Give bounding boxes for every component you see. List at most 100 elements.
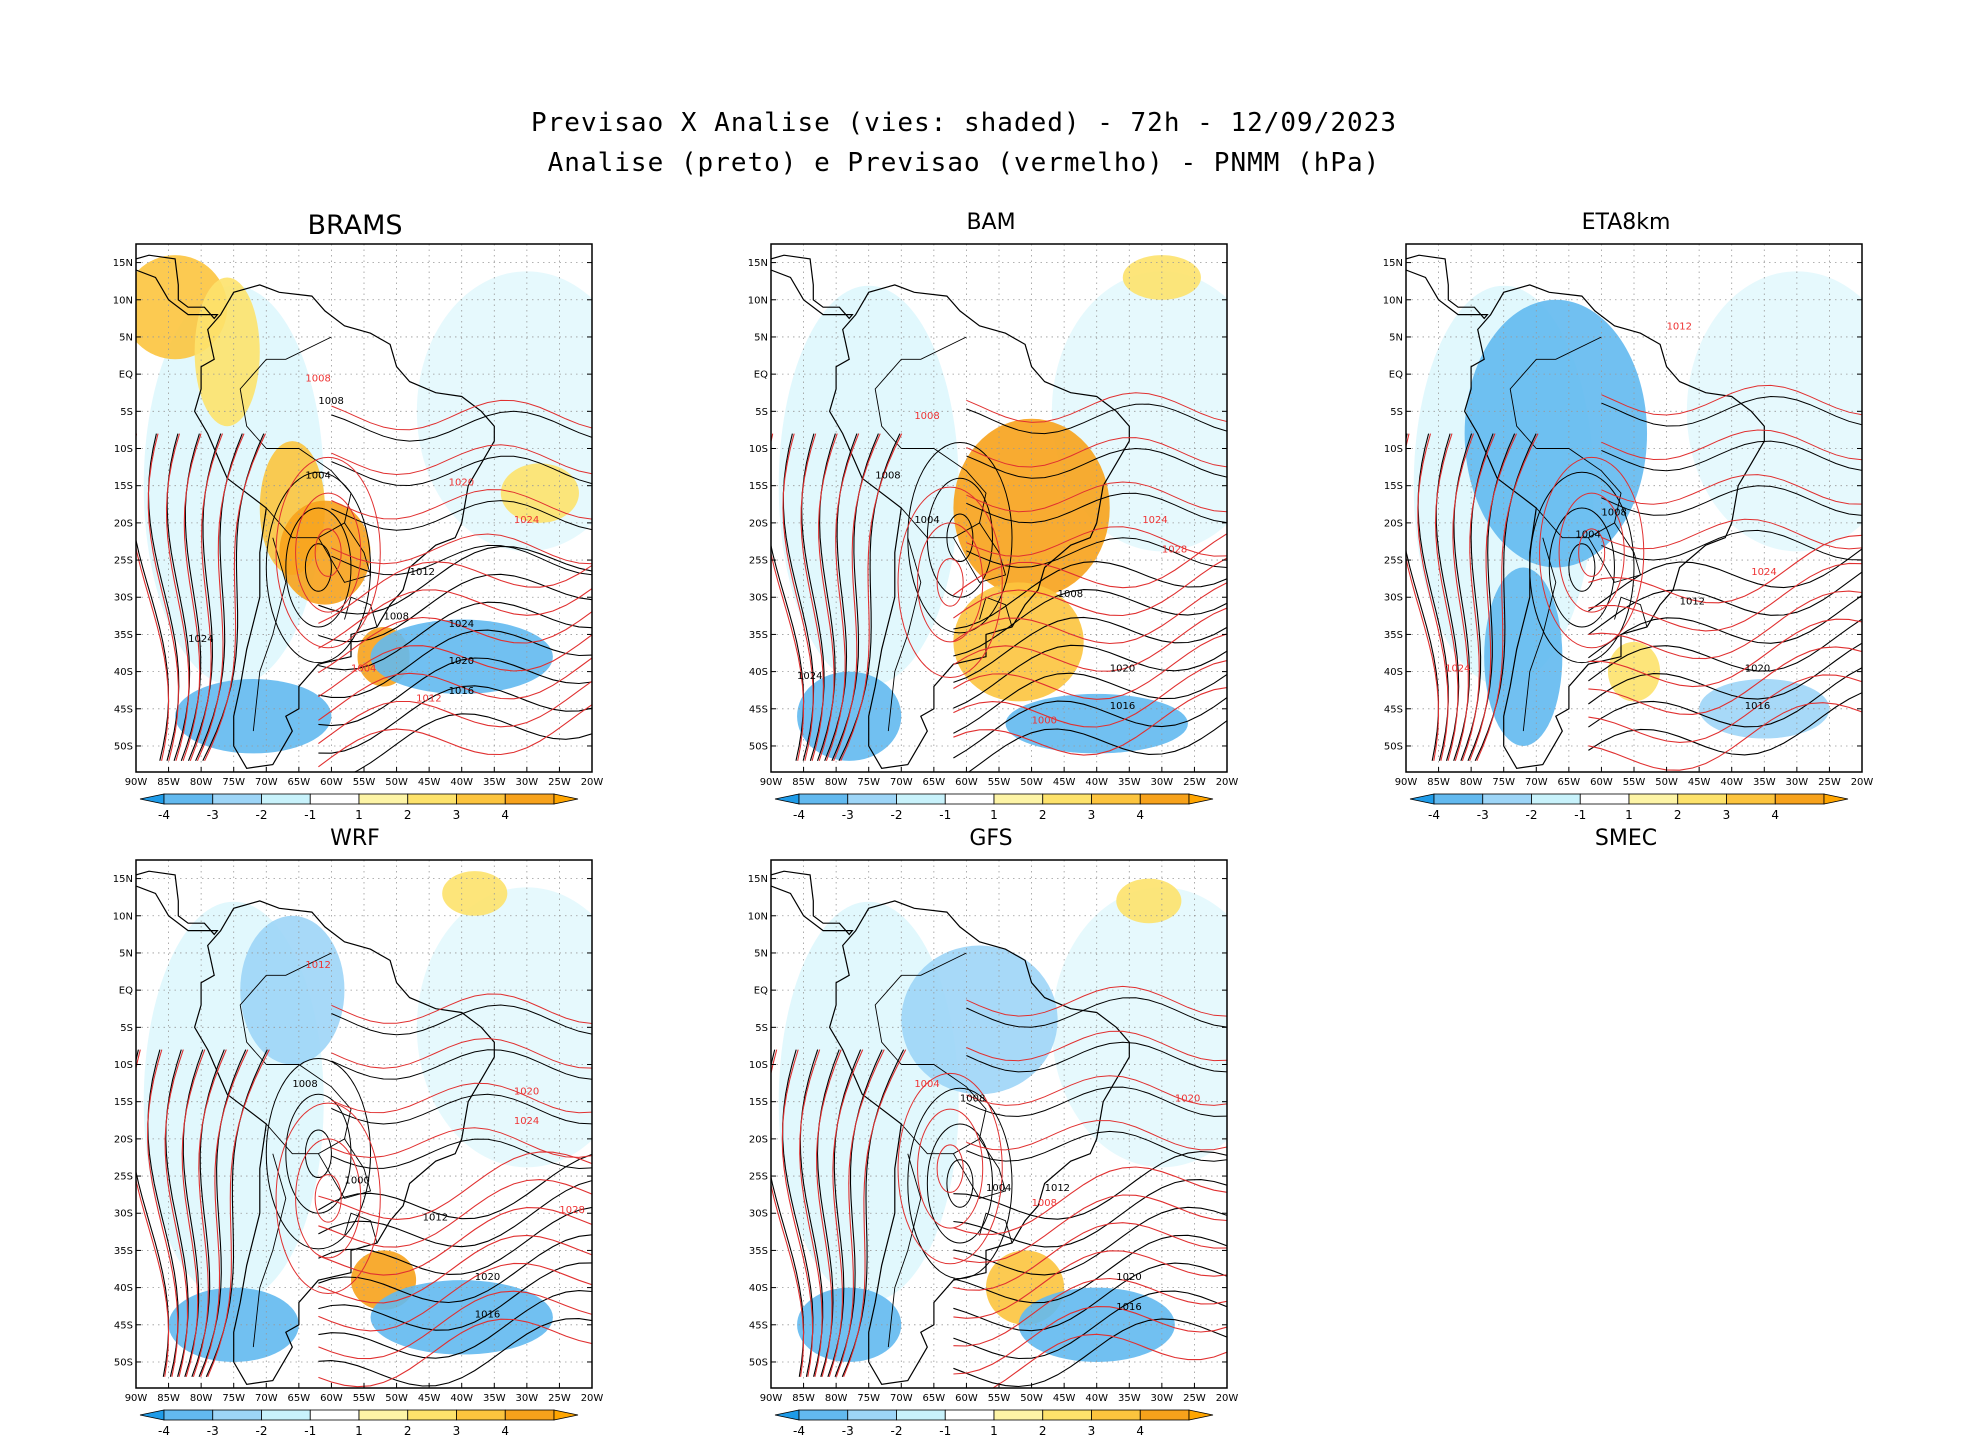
colorbar-arrow-high	[553, 793, 579, 805]
lon-tick-label: 30W	[516, 777, 539, 788]
colorbar-swatch	[261, 793, 311, 805]
isobar-line	[1588, 618, 1862, 682]
colorbar-swatch	[1139, 793, 1190, 805]
colorbar-label: -4	[1428, 808, 1440, 822]
colorbar-label: -2	[256, 808, 268, 822]
lat-tick-label: 5N	[754, 948, 768, 959]
isobar-line	[953, 582, 1227, 645]
lon-tick-label: 35W	[1753, 777, 1776, 788]
colorbar-label: 2	[1039, 808, 1047, 822]
isobar-label-analysis: 1004	[986, 1183, 1011, 1194]
bias-shade	[1464, 299, 1648, 568]
colorbar-label: -2	[256, 1424, 268, 1436]
isobar-label-analysis: 1020	[1110, 664, 1135, 675]
colorbar-swatch	[944, 1409, 995, 1421]
lon-tick-label: 90W	[760, 1393, 783, 1404]
lat-tick-label: 20S	[114, 518, 133, 529]
colorbar-label: 4	[501, 1424, 509, 1436]
isobar-line	[1469, 433, 1518, 761]
isobar-line	[953, 1290, 1227, 1360]
colorbar-label: -1	[939, 808, 951, 822]
isobar-line	[196, 433, 245, 762]
isobar-closed	[1558, 492, 1625, 613]
colorbar-swatch	[309, 1409, 360, 1421]
colorbar-swatch	[847, 793, 897, 805]
colorbar-arrow-high	[1823, 793, 1849, 805]
lon-tick-label: 40W	[1085, 1393, 1108, 1404]
lon-tick-label: 55W	[988, 1393, 1011, 1404]
colorbar-swatch	[1726, 793, 1776, 805]
lat-tick-label: 15S	[114, 1097, 133, 1108]
isobar-line	[147, 433, 179, 761]
colorbar-swatch	[407, 1409, 457, 1421]
isobar-closed	[295, 1138, 362, 1259]
colorbar-swatch	[1531, 793, 1581, 805]
isobar-label-forecast: 1012	[1667, 322, 1692, 333]
isobar-label-forecast: 1024	[514, 515, 539, 526]
lon-tick-label: 75W	[1492, 777, 1515, 788]
isobar-closed	[897, 486, 1003, 679]
lat-tick-label: 5S	[1390, 407, 1403, 418]
panel-title-wrf: WRF	[330, 826, 380, 851]
isobar-line	[192, 1049, 227, 1377]
isobar-line	[318, 1207, 592, 1276]
panel-title-eta8km: ETA8km	[1581, 210, 1671, 235]
colorbar-label: 2	[1674, 808, 1682, 822]
isobar-line	[318, 1318, 592, 1387]
isobar-label-forecast: 1012	[416, 693, 441, 704]
colorbar-label: -4	[793, 808, 805, 822]
isobar-line	[331, 500, 592, 531]
isobar-line	[953, 672, 1227, 734]
map-content: 1008 1004 1012 1020 1016 1004 1020 1008	[771, 860, 1227, 1388]
lon-tick-label: 50W	[1655, 777, 1678, 788]
lat-tick-label: EQ	[119, 986, 133, 997]
isobar-label-forecast: 1024	[1751, 567, 1776, 578]
colorbar-swatch	[896, 793, 946, 805]
isobar-label-analysis: 1008	[960, 1094, 985, 1105]
lon-tick-label: 55W	[1623, 777, 1646, 788]
isobar-line	[966, 403, 1227, 435]
isobar-line	[331, 399, 592, 431]
lon-tick-label: 60W	[955, 1393, 978, 1404]
lon-tick-label: 70W	[1525, 777, 1548, 788]
map-content: 1008 1004 1008 1020 1016 1024 1008 1024 1028 1000	[771, 244, 1227, 772]
lat-tick-label: 15S	[749, 1097, 768, 1108]
lon-tick-label: 25W	[548, 1393, 571, 1404]
colorbar-label: 2	[404, 808, 412, 822]
isobar-label-forecast: 1024	[514, 1116, 539, 1127]
colorbar-label: 3	[1088, 808, 1096, 822]
lat-tick-label: 5S	[755, 1023, 768, 1034]
isobar-line	[800, 433, 824, 761]
colorbar-swatch	[1482, 793, 1532, 805]
lon-tick-label: 20W	[581, 1393, 604, 1404]
coastline	[771, 870, 854, 936]
isobar-label-analysis: 1004	[914, 515, 939, 526]
colorbar-label: -1	[1574, 808, 1586, 822]
lat-tick-label: 25S	[749, 1172, 768, 1183]
colorbar-label: 2	[404, 1424, 412, 1436]
lon-tick-label: 45W	[1053, 777, 1076, 788]
isobar-label-forecast: 1008	[1032, 1198, 1057, 1209]
isobar-label-analysis: 1008	[1058, 589, 1083, 600]
lon-tick-label: 30W	[1151, 777, 1174, 788]
lat-tick-label: 10S	[114, 1060, 133, 1071]
isobar-line	[331, 489, 592, 520]
isobar-line	[207, 1049, 270, 1378]
colorbar-arrow-low	[139, 1409, 165, 1421]
lat-tick-label: 50S	[749, 741, 768, 752]
lat-tick-label: 40S	[749, 1283, 768, 1294]
isobar-line	[318, 601, 592, 671]
isobar-label-forecast: 1020	[1175, 1094, 1200, 1105]
lat-tick-label: 50S	[1384, 741, 1403, 752]
country-border	[874, 336, 967, 449]
lat-tick-label: 50S	[114, 741, 133, 752]
isobar-line	[331, 1049, 592, 1080]
lon-tick-label: 25W	[1818, 777, 1841, 788]
lat-tick-label: 35S	[749, 630, 768, 641]
isobar-label-analysis: 1008	[1601, 507, 1626, 518]
map-panel-eta8km: 1008 1004 1012 1020 1016 1012 1024 1024 15N 10N 5N…	[1383, 243, 1873, 788]
lon-tick-label: 40W	[1720, 777, 1743, 788]
lat-tick-label: 5S	[120, 407, 133, 418]
lat-tick-label: 5N	[119, 948, 133, 959]
isobar-label-analysis: 1008	[292, 1079, 317, 1090]
